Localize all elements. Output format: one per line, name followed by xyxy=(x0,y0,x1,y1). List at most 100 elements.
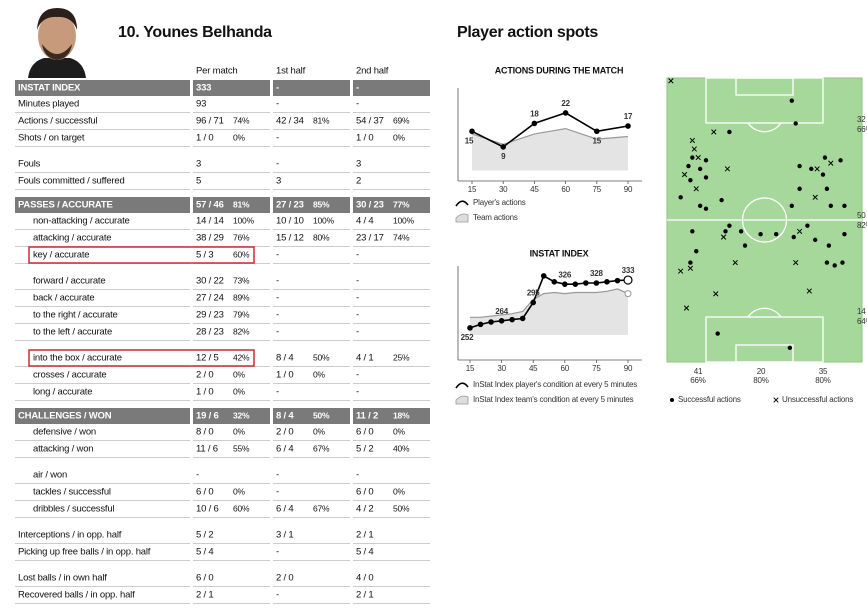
cell-value: 1 / 0 xyxy=(356,133,374,144)
action-dot xyxy=(824,186,830,191)
cell-value: - xyxy=(356,250,359,261)
cell-value: - xyxy=(356,310,359,321)
row-label: non-attacking / accurate xyxy=(33,216,130,227)
cell-percent: 100% xyxy=(313,215,335,225)
team-end-marker xyxy=(624,290,632,298)
action-dot xyxy=(789,203,794,208)
action-dot xyxy=(840,260,845,265)
action-dot xyxy=(793,121,798,126)
player-point xyxy=(530,299,537,306)
cell-percent: 60% xyxy=(233,249,250,259)
cell-percent: 73% xyxy=(233,275,250,285)
action-dot xyxy=(690,155,695,160)
cell-percent: 0% xyxy=(233,386,246,396)
side-count: 14 xyxy=(857,307,866,316)
cell-value: - xyxy=(356,276,359,287)
row-highlight xyxy=(28,349,255,367)
cell-value: 1 / 0 xyxy=(196,133,214,144)
side-percent: 82% xyxy=(857,221,867,230)
action-dot xyxy=(678,195,683,200)
row-label: tackles / successful xyxy=(33,487,111,498)
point-label: 252 xyxy=(461,333,474,342)
legend-dot xyxy=(670,398,674,402)
cell-value: 15 / 12 xyxy=(276,233,304,244)
cell-value: - xyxy=(276,293,279,304)
action-cross xyxy=(677,268,684,274)
player-point xyxy=(519,315,526,322)
cell-percent: 50% xyxy=(313,410,330,420)
legend-label: Unsuccessful actions xyxy=(782,395,853,404)
cell-percent: 55% xyxy=(233,443,250,453)
row-label: into the box / accurate xyxy=(33,353,122,364)
cell-percent: 67% xyxy=(313,503,330,513)
row-label: defensive / won xyxy=(33,427,96,438)
cell-percent: 0% xyxy=(233,426,246,436)
player-point xyxy=(540,273,547,279)
cell-value: 11 / 2 xyxy=(356,411,378,422)
header-cell-bg xyxy=(273,197,350,213)
action-dot xyxy=(805,223,810,228)
action-cross xyxy=(691,146,697,152)
action-dot xyxy=(688,178,693,183)
cell-value: - xyxy=(356,99,359,110)
header-cell-bg xyxy=(193,408,270,424)
x-tick-label: 90 xyxy=(624,185,633,194)
action-dot xyxy=(758,232,763,237)
cell-value: 38 / 29 xyxy=(196,233,224,244)
cell-value: - xyxy=(276,387,279,398)
x-tick-label: 30 xyxy=(497,364,506,373)
cell-percent: 0% xyxy=(393,426,406,436)
legend-area-icon xyxy=(455,395,469,405)
point-label: 328 xyxy=(590,269,603,278)
cell-percent: 100% xyxy=(233,215,255,225)
cell-value: 333 xyxy=(196,83,211,94)
x-tick-label: 45 xyxy=(529,364,538,373)
cell-value: - xyxy=(276,590,279,601)
centre-circle xyxy=(741,197,788,243)
row-label: forward / accurate xyxy=(33,276,105,287)
action-dot xyxy=(787,345,793,350)
cell-value: - xyxy=(276,327,279,338)
row-label: to the right / accurate xyxy=(33,310,118,321)
action-dot xyxy=(723,229,728,234)
cell-value: 93 xyxy=(196,99,206,110)
column-header: 1st half xyxy=(276,66,306,77)
cell-value: 42 / 34 xyxy=(276,116,304,127)
player-point xyxy=(625,123,631,129)
row-label: Minutes played xyxy=(18,99,79,110)
action-cross xyxy=(711,129,717,135)
player-point xyxy=(500,144,507,150)
cell-value: 4 / 0 xyxy=(356,573,374,584)
action-cross xyxy=(681,171,688,178)
cell-value: - xyxy=(276,133,279,144)
section-header-bg xyxy=(15,408,190,424)
cell-percent: 25% xyxy=(393,352,410,362)
player-point xyxy=(551,279,558,285)
player-point xyxy=(469,128,475,135)
cell-percent: 77% xyxy=(393,199,410,209)
legend-label: Player's actions xyxy=(473,198,526,207)
photo-hair xyxy=(37,8,77,30)
action-dot xyxy=(832,263,837,268)
header-cell-bg xyxy=(273,408,350,424)
action-dot xyxy=(690,229,695,234)
action-cross xyxy=(814,166,820,172)
cell-value: 30 / 22 xyxy=(196,276,224,287)
action-dot xyxy=(809,166,814,172)
action-dot xyxy=(688,260,693,265)
bottom-count: 35 xyxy=(819,367,828,376)
cell-value: 8 / 4 xyxy=(276,411,294,422)
action-dot xyxy=(697,203,703,208)
row-highlight xyxy=(28,246,255,264)
cell-value: 5 / 3 xyxy=(196,250,214,261)
player-point xyxy=(467,325,473,331)
row-label: Picking up free balls / in opp. half xyxy=(18,547,151,558)
cell-value: - xyxy=(356,327,359,338)
cell-percent: 50% xyxy=(313,352,330,362)
player-point xyxy=(604,279,610,285)
bottom-percent: 80% xyxy=(753,376,768,385)
chart-title: ACTIONS DURING THE MATCH xyxy=(495,65,624,75)
cell-value: 10 / 10 xyxy=(276,216,304,227)
x-tick-label: 15 xyxy=(468,185,477,194)
cell-percent: 89% xyxy=(233,292,250,302)
